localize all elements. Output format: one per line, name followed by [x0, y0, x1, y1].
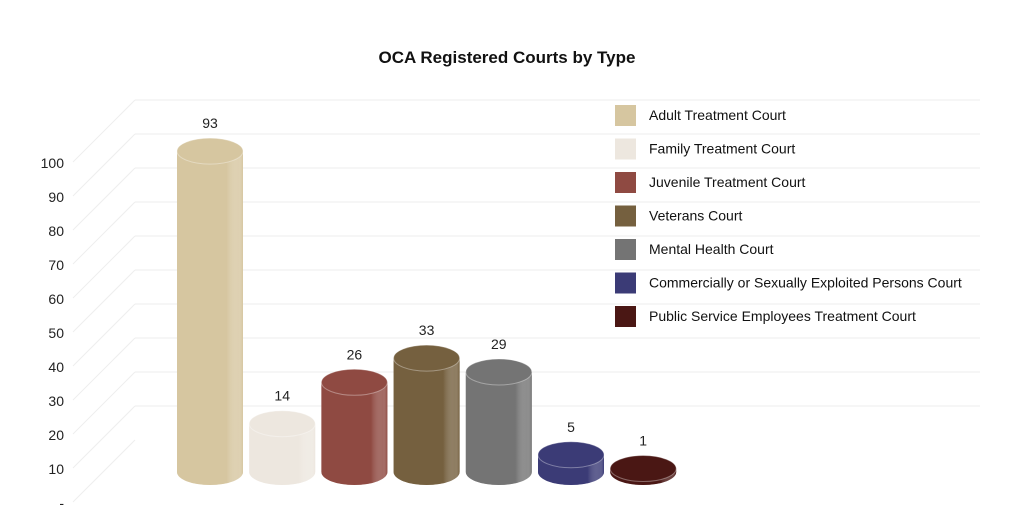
data-label: 1 — [639, 433, 647, 449]
bar-shading — [249, 423, 316, 485]
bar-top — [393, 344, 461, 372]
bars: 93 14 26 33 29 5 1 — [176, 115, 677, 485]
y-tick-label: 20 — [48, 427, 64, 443]
data-label: 29 — [491, 336, 507, 352]
data-label: 5 — [567, 419, 575, 435]
gridline-diagonal — [72, 133, 136, 197]
bar-top — [537, 441, 605, 469]
legend-swatch — [615, 172, 636, 193]
bar: 26 — [320, 346, 388, 485]
gridline-diagonal — [72, 269, 136, 333]
legend: Adult Treatment Court Family Treatment Co… — [615, 105, 962, 327]
bar: 5 — [537, 419, 605, 485]
legend-swatch — [615, 272, 636, 294]
gridline-diagonal — [72, 303, 136, 367]
y-tick-label: 50 — [48, 325, 64, 341]
data-label: 14 — [274, 388, 290, 404]
bar-top — [176, 137, 244, 165]
y-tick-label: 70 — [48, 257, 64, 273]
data-label: 93 — [202, 115, 218, 131]
y-tick-label: 90 — [48, 189, 64, 205]
gridlines — [72, 99, 980, 503]
legend-item: Juvenile Treatment Court — [615, 172, 806, 193]
gridline-diagonal — [72, 337, 136, 401]
bar-top — [248, 410, 316, 438]
gridline-diagonal — [72, 99, 136, 163]
gridline-diagonal — [72, 235, 136, 299]
legend-item: Commercially or Sexually Exploited Perso… — [615, 272, 962, 294]
bar-top — [320, 368, 388, 396]
legend-item: Public Service Employees Treatment Court — [615, 306, 916, 327]
legend-label: Public Service Employees Treatment Court — [649, 308, 916, 324]
legend-item: Veterans Court — [615, 205, 742, 227]
gridline-diagonal — [72, 201, 136, 265]
bar-shading — [393, 358, 460, 485]
bar-shading — [321, 382, 388, 485]
gridline-diagonal — [72, 439, 136, 503]
gridline-diagonal — [72, 371, 136, 435]
bar: 93 — [176, 115, 244, 485]
legend-label: Mental Health Court — [649, 241, 774, 257]
data-label: 33 — [419, 322, 435, 338]
bar: 29 — [465, 336, 533, 485]
y-tick-label: 80 — [48, 223, 64, 239]
legend-label: Commercially or Sexually Exploited Perso… — [649, 275, 962, 291]
bar-shading — [465, 371, 532, 485]
gridline-diagonal — [72, 405, 136, 469]
legend-label: Juvenile Treatment Court — [649, 174, 806, 190]
y-tick-label: 100 — [41, 155, 65, 171]
bar: 33 — [393, 322, 461, 485]
data-label: 26 — [347, 346, 363, 362]
legend-swatch — [615, 239, 636, 260]
legend-swatch — [615, 105, 636, 126]
legend-label: Veterans Court — [649, 208, 742, 224]
legend-swatch — [615, 306, 636, 327]
bar: 14 — [248, 388, 316, 485]
y-tick-label: - — [59, 495, 64, 511]
bar-top — [609, 455, 677, 483]
legend-swatch — [615, 205, 636, 227]
legend-label: Adult Treatment Court — [649, 107, 786, 123]
y-tick-label: 30 — [48, 393, 64, 409]
bar: 1 — [609, 433, 677, 485]
legend-item: Adult Treatment Court — [615, 105, 786, 126]
gridline-diagonal — [72, 167, 136, 231]
bar-top — [465, 358, 533, 386]
y-axis-ticks: - 10 20 30 40 50 60 70 80 90 100 — [41, 155, 65, 511]
y-tick-label: 10 — [48, 461, 64, 477]
y-tick-label: 60 — [48, 291, 64, 307]
legend-item: Family Treatment Court — [615, 138, 795, 160]
legend-item: Mental Health Court — [615, 239, 774, 260]
y-tick-label: 40 — [48, 359, 64, 375]
chart-title: OCA Registered Courts by Type — [379, 48, 636, 67]
legend-label: Family Treatment Court — [649, 141, 795, 157]
legend-swatch — [615, 138, 636, 160]
bar-shading — [177, 151, 243, 485]
